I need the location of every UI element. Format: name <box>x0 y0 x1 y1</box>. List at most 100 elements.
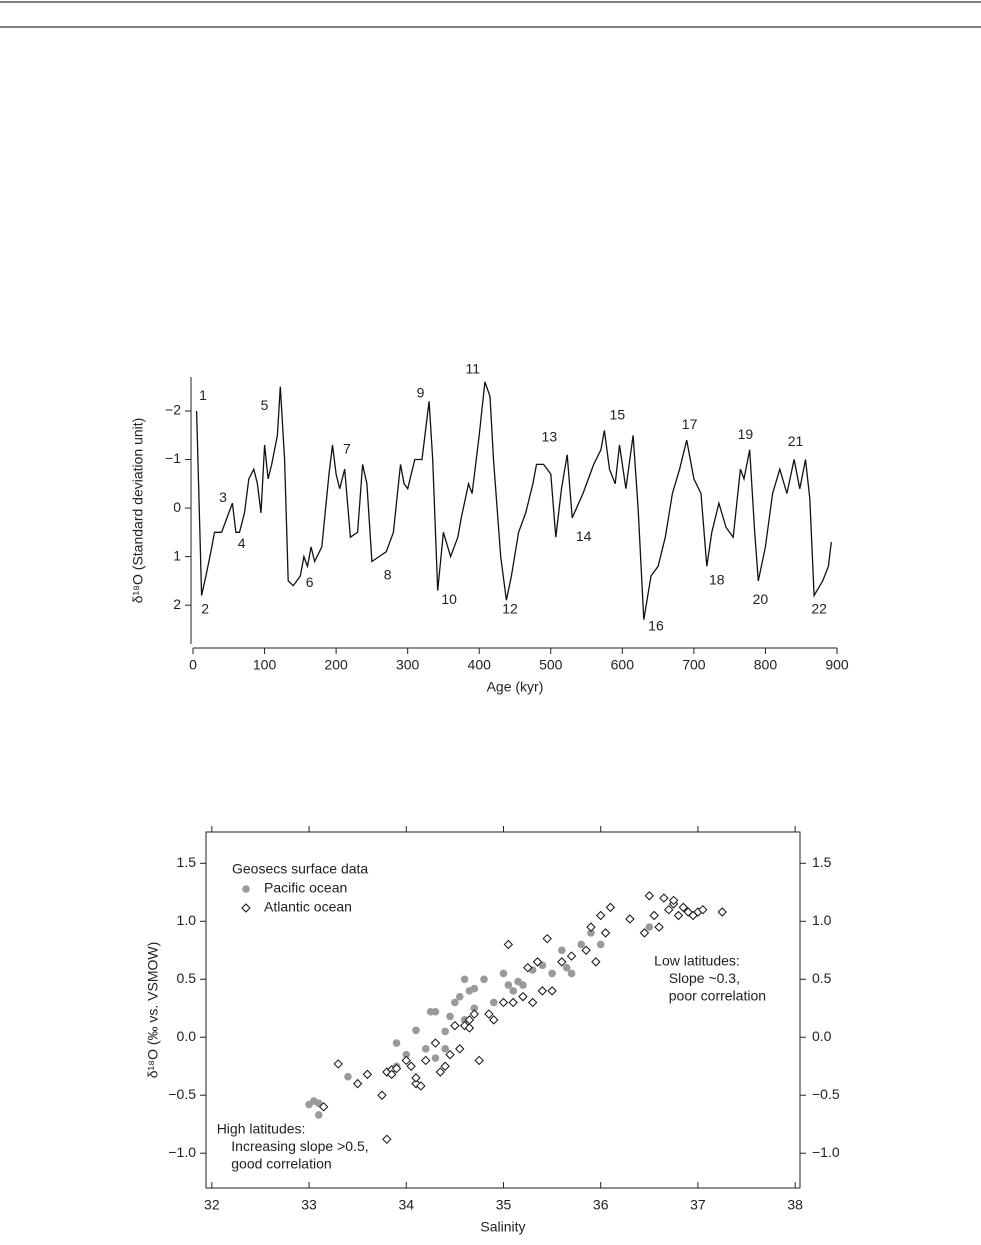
point <box>504 981 513 989</box>
annotation: 1 <box>199 387 207 403</box>
point <box>678 902 689 913</box>
x-tick-label: 35 <box>496 1197 512 1213</box>
x-tick-label: 800 <box>754 657 778 673</box>
annotation: 13 <box>542 428 558 444</box>
point <box>688 910 698 921</box>
point <box>595 910 606 921</box>
legend-label: Pacific ocean <box>264 880 347 896</box>
x-tick-label: 700 <box>682 657 706 673</box>
y-tick-label-right: −0.5 <box>812 1086 840 1102</box>
point <box>547 986 557 996</box>
point <box>645 923 654 931</box>
annotation: 20 <box>753 591 769 607</box>
x-tick-label: 37 <box>690 1197 706 1213</box>
y-tick-label: −1.0 <box>168 1144 196 1160</box>
point <box>474 1055 484 1066</box>
y-tick-label-right: 0.5 <box>812 970 832 986</box>
y-tick-label: 1.5 <box>177 854 197 870</box>
annotation: 18 <box>709 572 725 588</box>
x-tick-label: 38 <box>787 1197 803 1213</box>
point <box>508 997 518 1008</box>
x-tick-label: 300 <box>396 657 420 673</box>
point <box>644 891 655 901</box>
x-tick-label: 400 <box>468 657 492 673</box>
x-tick-label: 0 <box>189 657 197 673</box>
point <box>411 1078 421 1089</box>
point <box>668 895 679 906</box>
y-tick-label: 1.0 <box>177 912 197 928</box>
point <box>527 997 538 1008</box>
legend-marker <box>241 903 251 913</box>
point <box>391 1063 402 1074</box>
point <box>435 1067 446 1077</box>
point <box>558 946 566 955</box>
x-axis-label: Age (kyr) <box>487 679 544 695</box>
point <box>566 951 577 961</box>
point <box>557 957 567 967</box>
x-tick-label: 600 <box>611 657 635 673</box>
point <box>591 957 601 967</box>
x-axis-label: Salinity <box>480 1219 525 1235</box>
point <box>460 1016 469 1024</box>
point <box>581 945 591 955</box>
point <box>455 992 464 1001</box>
x-tick-label: 900 <box>825 657 849 673</box>
point <box>625 914 635 924</box>
point <box>406 1061 416 1071</box>
y-tick-label-right: −1.0 <box>812 1144 840 1160</box>
annotation: 4 <box>238 535 246 551</box>
point <box>518 991 528 1002</box>
annotation: 15 <box>610 407 626 423</box>
annotation: Increasing slope >0.5, <box>231 1138 368 1154</box>
annotation: 6 <box>306 574 314 590</box>
point <box>489 998 498 1007</box>
x-tick-label: 32 <box>204 1197 220 1213</box>
point <box>484 1009 494 1019</box>
point <box>470 1004 479 1013</box>
point <box>503 939 514 950</box>
annotation: 2 <box>201 601 209 617</box>
point <box>698 904 708 915</box>
annotation: 16 <box>648 618 664 634</box>
point <box>605 902 616 913</box>
point <box>412 1026 420 1035</box>
point <box>542 933 552 944</box>
annotation: 14 <box>576 528 592 544</box>
annotation: 5 <box>261 397 269 413</box>
legend-marker <box>242 885 250 893</box>
point <box>314 1111 323 1119</box>
legend-title: Geosecs surface data <box>232 861 368 877</box>
y-tick-label: −0.5 <box>168 1086 196 1102</box>
point <box>440 1061 450 1071</box>
point <box>431 1007 440 1016</box>
annotation: 7 <box>343 441 351 457</box>
point <box>498 997 509 1008</box>
point <box>586 922 596 932</box>
y-tick-label: −1 <box>165 450 181 466</box>
y-tick-label: −2 <box>165 402 181 418</box>
annotation: 22 <box>811 601 827 617</box>
point <box>460 975 469 984</box>
legend-label: Atlantic ocean <box>264 899 352 915</box>
x-tick-label: 34 <box>398 1197 414 1213</box>
point <box>683 907 693 917</box>
data-line <box>195 381 832 620</box>
x-tick-label: 200 <box>324 657 348 673</box>
x-tick-label: 100 <box>253 657 277 673</box>
annotation: 21 <box>788 433 804 449</box>
y-tick-label-right: 1.5 <box>812 854 832 870</box>
point <box>421 1045 430 1053</box>
point <box>639 928 650 938</box>
annotation: 9 <box>417 385 425 401</box>
y-tick-label: 0.5 <box>177 970 197 986</box>
point <box>352 1078 363 1089</box>
annotation: 10 <box>441 591 457 607</box>
point <box>455 1044 465 1054</box>
point <box>441 1045 449 1053</box>
point <box>654 922 664 932</box>
annotation: good correlation <box>231 1156 331 1172</box>
point <box>382 1134 392 1145</box>
point <box>421 1055 431 1066</box>
y-tick-label-right: 0.0 <box>812 1028 832 1044</box>
x-tick-label: 500 <box>539 657 563 673</box>
